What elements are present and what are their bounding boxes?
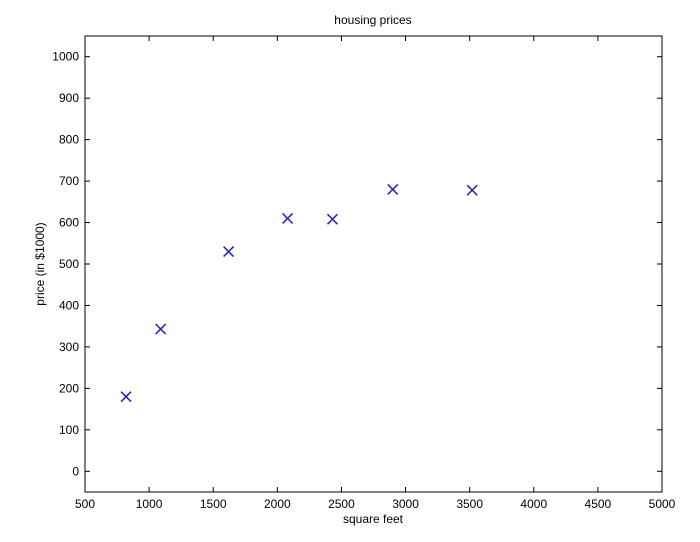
- y-tick-label: 900: [59, 91, 79, 105]
- x-tick-label: 1000: [136, 497, 163, 511]
- data-points: [120, 183, 478, 403]
- y-tick-label: 400: [59, 298, 79, 312]
- x-tick-label: 500: [75, 497, 95, 511]
- y-tick-label: 100: [59, 423, 79, 437]
- chart-title: housing prices: [334, 13, 411, 27]
- x-tick-label: 1500: [200, 497, 227, 511]
- x-tick-label: 2000: [264, 497, 291, 511]
- tick-marks: [84, 36, 663, 492]
- y-tick-label: 1000: [52, 50, 79, 64]
- data-point: [223, 245, 235, 258]
- axes: [84, 35, 663, 493]
- y-tick-label: 600: [59, 216, 79, 230]
- y-tick-labels: 0 100 200 300 400 500 600 700 800 900 1000: [52, 50, 79, 479]
- x-tick-label: 2500: [328, 497, 355, 511]
- y-tick-label: 700: [59, 174, 79, 188]
- x-tick-label: 4500: [585, 497, 612, 511]
- x-tick-label: 3500: [456, 497, 483, 511]
- plot-frame: [84, 35, 663, 493]
- x-tick-label: 5000: [649, 497, 676, 511]
- data-point: [466, 184, 478, 196]
- data-point: [326, 213, 339, 225]
- x-tick-label: 4000: [520, 497, 547, 511]
- data-point: [282, 212, 294, 224]
- data-point: [155, 323, 167, 335]
- x-tick-label: 3000: [392, 497, 419, 511]
- y-axis-title: price (in $1000): [33, 222, 47, 305]
- y-tick-label: 800: [59, 133, 79, 147]
- y-tick-label: 0: [72, 464, 79, 478]
- x-tick-labels: 500 1000 1500 2000 2500 3000 3500 4000 4500 5000: [75, 497, 676, 511]
- y-tick-label: 300: [59, 340, 79, 354]
- x-axis-title: square feet: [343, 512, 404, 526]
- data-point: [120, 391, 132, 403]
- data-point: [387, 183, 399, 195]
- y-tick-label: 500: [59, 257, 79, 271]
- y-tick-label: 200: [59, 381, 79, 395]
